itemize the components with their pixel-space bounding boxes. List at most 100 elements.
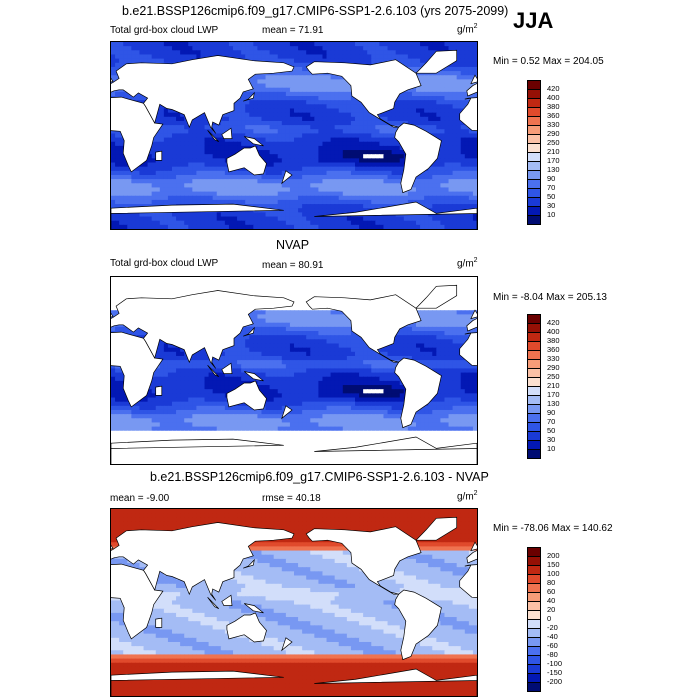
- colorbar-tick-label: -200: [547, 677, 563, 686]
- colorbar-tick-label: -80: [547, 650, 558, 659]
- panel2-map-svg: [111, 277, 477, 464]
- panel1-colorbar: 420 400 380 360 330 290 250 210 170 130 90 70 50 30 10: [527, 80, 587, 225]
- colorbar-box: [527, 215, 541, 225]
- land-shape: [221, 594, 233, 606]
- land-shape: [243, 603, 264, 614]
- land-shape: [394, 589, 442, 661]
- panel3-map-svg: [111, 509, 477, 696]
- colorbar-tick-label: 10: [547, 210, 556, 219]
- colorbar-box: [527, 682, 541, 692]
- panel2-map: [110, 276, 478, 465]
- land-shape: [415, 49, 458, 74]
- panel3-units: g/m2: [457, 490, 478, 503]
- land-shape: [305, 294, 422, 363]
- panel1-variable-label: Total grd-box cloud LWP: [110, 25, 219, 36]
- land-shape: [243, 558, 255, 569]
- coastlines: [111, 516, 477, 696]
- land-shape: [466, 550, 477, 564]
- colorbar-tick-label: 330: [547, 120, 560, 129]
- panel3-minmax: Min = -78.06 Max = 140.62: [493, 523, 613, 534]
- land-shape: [111, 312, 114, 318]
- panel3-title: b.e21.BSSP126cmip6.f09_g17.CMIP6-SSP1-2.…: [150, 470, 489, 484]
- land-shape: [221, 362, 233, 374]
- colorbar-tick-label: -20: [547, 623, 558, 632]
- land-shape: [281, 637, 293, 652]
- land-shape: [459, 97, 477, 132]
- land-shape: [111, 544, 114, 550]
- land-shape: [305, 59, 422, 128]
- land-shape: [207, 597, 220, 610]
- land-shape: [470, 309, 477, 320]
- land-shape: [415, 284, 458, 309]
- colorbar-tick-label: 50: [547, 426, 556, 435]
- colorbar-tick-label: 150: [547, 560, 560, 569]
- panel1-units: g/m2: [457, 23, 478, 36]
- colorbar-tick-label: 30: [547, 201, 556, 210]
- land-shape: [243, 326, 255, 337]
- land-shape: [243, 371, 264, 382]
- land-shape: [415, 516, 458, 541]
- coastlines: [111, 284, 477, 464]
- colorbar-tick-label: 130: [547, 165, 560, 174]
- panel3-map: [110, 508, 478, 697]
- land-shape: [155, 617, 163, 628]
- land-shape: [281, 405, 293, 420]
- colorbar-tick-label: 100: [547, 569, 560, 578]
- panel2-variable-label: Total grd-box cloud LWP: [110, 258, 219, 269]
- land-shape: [314, 201, 477, 229]
- colorbar-tick-label: 420: [547, 318, 560, 327]
- colorbar-tick-label: 50: [547, 192, 556, 201]
- land-shape: [111, 77, 114, 83]
- panel2-colorbar: 420 400 380 360 330 290 250 210 170 130 90 70 50 30 10: [527, 314, 587, 459]
- land-shape: [207, 365, 220, 378]
- colorbar-tick-label: 400: [547, 93, 560, 102]
- land-shape: [111, 438, 284, 464]
- coastlines: [111, 49, 477, 229]
- land-shape: [470, 74, 477, 85]
- land-shape: [111, 670, 284, 696]
- colorbar-tick-label: -150: [547, 668, 563, 677]
- colorbar-tick-label: 130: [547, 399, 560, 408]
- land-shape: [394, 357, 442, 429]
- panel2-units: g/m2: [457, 257, 478, 270]
- land-shape: [226, 612, 267, 643]
- panel2-title: NVAP: [276, 238, 310, 252]
- panel1-mean-label: mean = 71.91: [262, 25, 324, 36]
- colorbar-tick-label: 90: [547, 174, 556, 183]
- colorbar-tick-label: 380: [547, 102, 560, 111]
- colorbar-tick-label: 380: [547, 336, 560, 345]
- land-shape: [155, 150, 163, 161]
- land-shape: [314, 668, 477, 696]
- colorbar-tick-label: 0: [547, 614, 552, 623]
- colorbar-tick-label: 290: [547, 129, 560, 138]
- colorbar-tick-label: 210: [547, 147, 560, 156]
- colorbar-tick-label: 80: [547, 578, 556, 587]
- panel1-map: [110, 41, 478, 230]
- colorbar-tick-label: 170: [547, 156, 560, 165]
- panel1-title: b.e21.BSSP126cmip6.f09_g17.CMIP6-SSP1-2.…: [122, 4, 509, 18]
- land-shape: [111, 203, 284, 229]
- land-shape: [470, 541, 477, 552]
- panel1-minmax: Min = 0.52 Max = 204.05: [493, 56, 604, 67]
- colorbar-tick-label: 290: [547, 363, 560, 372]
- panel3-mean-label: mean = -9.00: [110, 493, 170, 504]
- land-shape: [281, 170, 293, 185]
- land-shape: [459, 564, 477, 599]
- panel2-mean-label: mean = 80.91: [262, 260, 324, 271]
- land-shape: [221, 127, 233, 139]
- land-shape: [243, 91, 255, 102]
- land-shape: [226, 145, 267, 176]
- colorbar-tick-label: 330: [547, 354, 560, 363]
- colorbar-tick-label: 400: [547, 327, 560, 336]
- colorbar-tick-label: 250: [547, 138, 560, 147]
- colorbar-tick-label: 360: [547, 345, 560, 354]
- colorbar-tick-label: 360: [547, 111, 560, 120]
- land-shape: [207, 130, 220, 143]
- panel2-minmax: Min = -8.04 Max = 205.13: [493, 292, 607, 303]
- colorbar-tick-label: 420: [547, 84, 560, 93]
- colorbar-tick-label: 170: [547, 390, 560, 399]
- colorbar-tick-label: 90: [547, 408, 556, 417]
- colorbar-box: [527, 449, 541, 459]
- land-shape: [111, 290, 295, 369]
- land-shape: [466, 83, 477, 97]
